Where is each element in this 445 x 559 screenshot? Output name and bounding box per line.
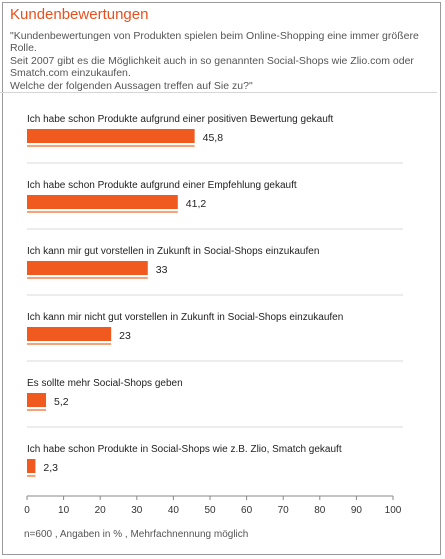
bar: [27, 129, 195, 143]
category-label: Ich habe schon Produkte aufgrund einer p…: [27, 114, 334, 125]
category-label: Es sollte mehr Social-Shops geben: [27, 378, 183, 389]
bar-shadow: [27, 409, 47, 411]
bar-shadow: [27, 145, 195, 147]
x-tick-label: 100: [385, 505, 402, 516]
bar: [27, 393, 47, 407]
header-divider: [0, 92, 437, 93]
question-line: Seit 2007 gibt es die Möglichkeit auch i…: [10, 54, 414, 67]
x-tick-label: 20: [95, 505, 107, 516]
chart-footnote: n=600 , Angaben in % , Mehrfachnennung m…: [24, 529, 249, 540]
value-label: 41,2: [186, 198, 207, 210]
x-tick-label: 70: [278, 505, 290, 516]
chart-title: Kundenbewertungen: [10, 6, 149, 23]
bar: [27, 459, 36, 473]
value-label: 45,8: [203, 132, 224, 144]
value-label: 33: [156, 264, 168, 276]
bar-shadow: [27, 211, 178, 213]
bar-shadow: [27, 343, 112, 345]
x-tick-label: 10: [58, 505, 70, 516]
x-tick-label: 0: [24, 505, 30, 516]
bar: [27, 261, 148, 275]
x-tick-label: 50: [204, 505, 216, 516]
question-line: Smatch.com einzukaufen.: [10, 67, 131, 80]
category-label: Ich kann mir gut vorstellen in Zukunft i…: [27, 246, 319, 257]
x-tick-label: 80: [314, 505, 326, 516]
x-tick-label: 90: [351, 505, 363, 516]
survey-question: "Kundenbewertungen von Produkten spielen…: [10, 30, 430, 92]
category-label: Ich habe schon Produkte in Social-Shops …: [27, 444, 342, 455]
question-line: Welche der folgenden Aussagen treffen au…: [10, 79, 253, 92]
x-tick-label: 30: [131, 505, 143, 516]
value-label: 2,3: [43, 462, 58, 474]
value-label: 5,2: [54, 396, 69, 408]
bar: [27, 327, 112, 341]
question-line: "Kundenbewertungen von Produkten spielen…: [10, 30, 419, 55]
x-tick-label: 60: [241, 505, 253, 516]
bar-shadow: [27, 475, 36, 477]
value-label: 23: [119, 330, 131, 342]
x-tick-label: 40: [168, 505, 180, 516]
bar-shadow: [27, 277, 148, 279]
bar: [27, 195, 178, 209]
category-label: Ich habe schon Produkte aufgrund einer E…: [27, 180, 297, 191]
category-label: Ich kann mir nicht gut vorstellen in Zuk…: [27, 312, 343, 323]
